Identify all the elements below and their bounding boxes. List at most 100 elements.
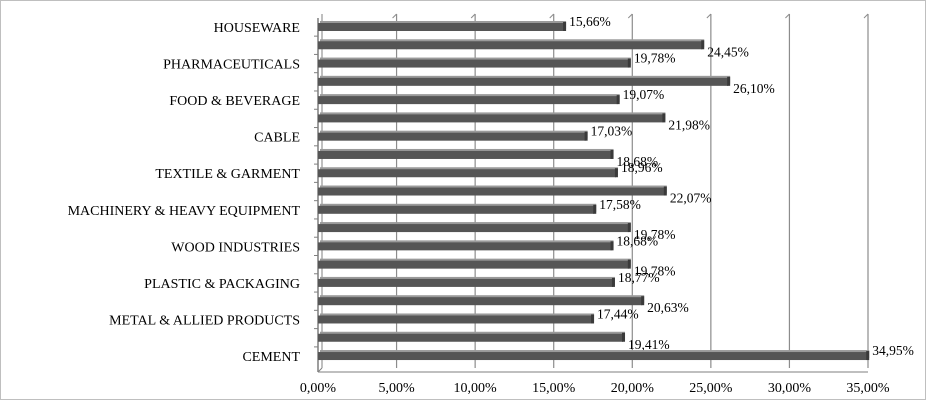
data-label: 34,95%	[872, 343, 914, 358]
bar-group	[318, 222, 631, 233]
bar-cap	[593, 204, 597, 214]
bar-group	[318, 240, 614, 251]
bar-group	[318, 21, 567, 31]
x-tick-label: 15,00%	[532, 381, 576, 396]
category-label: TEXTILE & GARMENT	[155, 167, 300, 182]
bar	[318, 278, 613, 287]
category-label: MACHINERY & HEAVY EQUIPMENT	[68, 204, 301, 219]
bar	[318, 77, 729, 86]
x-tick-label: 30,00%	[768, 381, 812, 396]
category-label: FOOD & BEVERAGE	[169, 94, 300, 109]
bar-group	[318, 331, 626, 342]
bar-group	[318, 130, 588, 141]
bar-cap	[622, 332, 626, 342]
data-label: 18,68%	[617, 154, 659, 169]
bar	[318, 150, 612, 159]
bar	[318, 205, 595, 214]
gridline-depth	[392, 13, 397, 19]
category-label: CEMENT	[242, 350, 300, 365]
bar	[318, 315, 593, 324]
bar	[318, 132, 586, 141]
data-label: 24,45%	[707, 44, 749, 59]
bar	[318, 260, 629, 269]
gridlines	[392, 13, 869, 368]
data-label: 20,63%	[647, 300, 689, 315]
bar-cap	[866, 351, 870, 361]
gridline-depth	[863, 13, 869, 19]
bar-group	[318, 148, 614, 159]
data-label: 26,10%	[733, 81, 775, 96]
bar-cap	[614, 168, 618, 178]
bar-group	[318, 313, 595, 324]
data-label: 17,58%	[599, 197, 641, 212]
bar-cap	[611, 277, 615, 287]
bar-group	[318, 167, 618, 178]
data-label: 17,44%	[597, 306, 639, 321]
gridline-depth	[627, 13, 633, 19]
bar-cap	[641, 296, 645, 306]
x-tick-label: 25,00%	[689, 381, 733, 396]
bar	[318, 41, 703, 50]
bar-cap	[563, 22, 567, 31]
x-tick-label: 35,00%	[846, 381, 890, 396]
bar-group	[318, 203, 597, 214]
bar-cap	[627, 223, 631, 233]
bar-cap	[627, 259, 631, 269]
bar-cap	[627, 58, 631, 68]
data-label: 22,07%	[670, 191, 712, 206]
bar-group	[318, 75, 731, 86]
bar-group	[318, 276, 615, 287]
data-label: 18,77%	[618, 270, 660, 285]
data-label: 18,68%	[617, 233, 659, 248]
bar	[318, 224, 629, 233]
bar-cap	[591, 314, 595, 324]
category-label: PLASTIC & PACKAGING	[144, 277, 300, 292]
category-label: PHARMACEUTICALS	[163, 58, 300, 73]
bar-group	[318, 295, 645, 306]
x-axis-depth	[317, 367, 323, 373]
data-label: 19,07%	[623, 87, 665, 102]
bar	[318, 59, 629, 68]
data-label: 19,78%	[634, 227, 676, 242]
bar-group	[318, 39, 705, 50]
bar-group	[318, 57, 631, 68]
x-tick-label: 10,00%	[454, 381, 498, 396]
bar	[318, 333, 624, 342]
bar-cap	[584, 131, 588, 141]
gridline-depth	[549, 13, 555, 19]
bar-cap	[610, 241, 614, 251]
category-label: HOUSEWARE	[214, 21, 300, 36]
bar	[318, 96, 618, 105]
gridline-depth	[785, 13, 790, 19]
bar-group	[318, 258, 631, 269]
bar-group	[318, 350, 870, 361]
bar-group	[318, 112, 666, 123]
bar-cap	[663, 186, 667, 196]
x-tick-label: 0,00%	[300, 381, 337, 396]
data-label: 19,78%	[634, 264, 676, 279]
x-tick-label: 5,00%	[378, 381, 415, 396]
bar-cap	[610, 149, 614, 159]
data-label: 15,66%	[569, 14, 611, 29]
bar	[318, 23, 565, 31]
data-label: 17,03%	[591, 124, 633, 139]
bar	[318, 297, 643, 306]
bar-group	[318, 94, 620, 105]
bar-group	[318, 185, 667, 196]
bar-cap	[727, 76, 731, 86]
bar-cap	[662, 113, 666, 123]
category-label: CABLE	[254, 131, 300, 146]
gridline-depth	[470, 13, 476, 19]
category-label: METAL & ALLIED PRODUCTS	[109, 313, 300, 328]
data-label: 19,41%	[628, 337, 670, 352]
bar-cap	[701, 40, 705, 50]
data-label: 21,98%	[668, 117, 710, 132]
x-tick-label: 20,00%	[611, 381, 655, 396]
bar	[318, 242, 612, 251]
bar-cap	[616, 95, 620, 105]
bar	[318, 187, 665, 196]
data-label: 18,96%	[621, 160, 663, 175]
category-label: WOOD INDUSTRIES	[171, 240, 300, 255]
gridline-depth	[706, 13, 712, 19]
